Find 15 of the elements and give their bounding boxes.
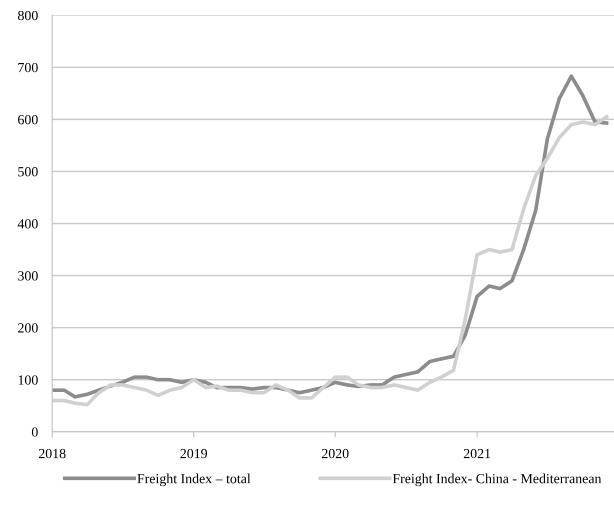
y-tick-label: 600: [18, 114, 38, 124]
x-tick-label: 2021: [464, 448, 490, 458]
y-tick-label: 400: [18, 219, 38, 228]
y-tick-label: 200: [18, 323, 38, 333]
legend-label: Freight Index – total: [137, 474, 250, 486]
y-tick-label: 800: [18, 10, 38, 20]
legend-label: Freight Index- China - Mediterranean: [392, 474, 602, 486]
y-tick-label: 100: [18, 375, 38, 385]
y-tick-label: 500: [18, 167, 38, 176]
y-tick-label: 300: [18, 271, 38, 281]
x-tick-label: 2019: [180, 448, 208, 458]
y-tick-label: 700: [18, 62, 38, 72]
x-tick-label: 2018: [38, 448, 66, 458]
x-tick-label: 2020: [322, 448, 349, 458]
y-tick-label: 0: [32, 427, 38, 437]
